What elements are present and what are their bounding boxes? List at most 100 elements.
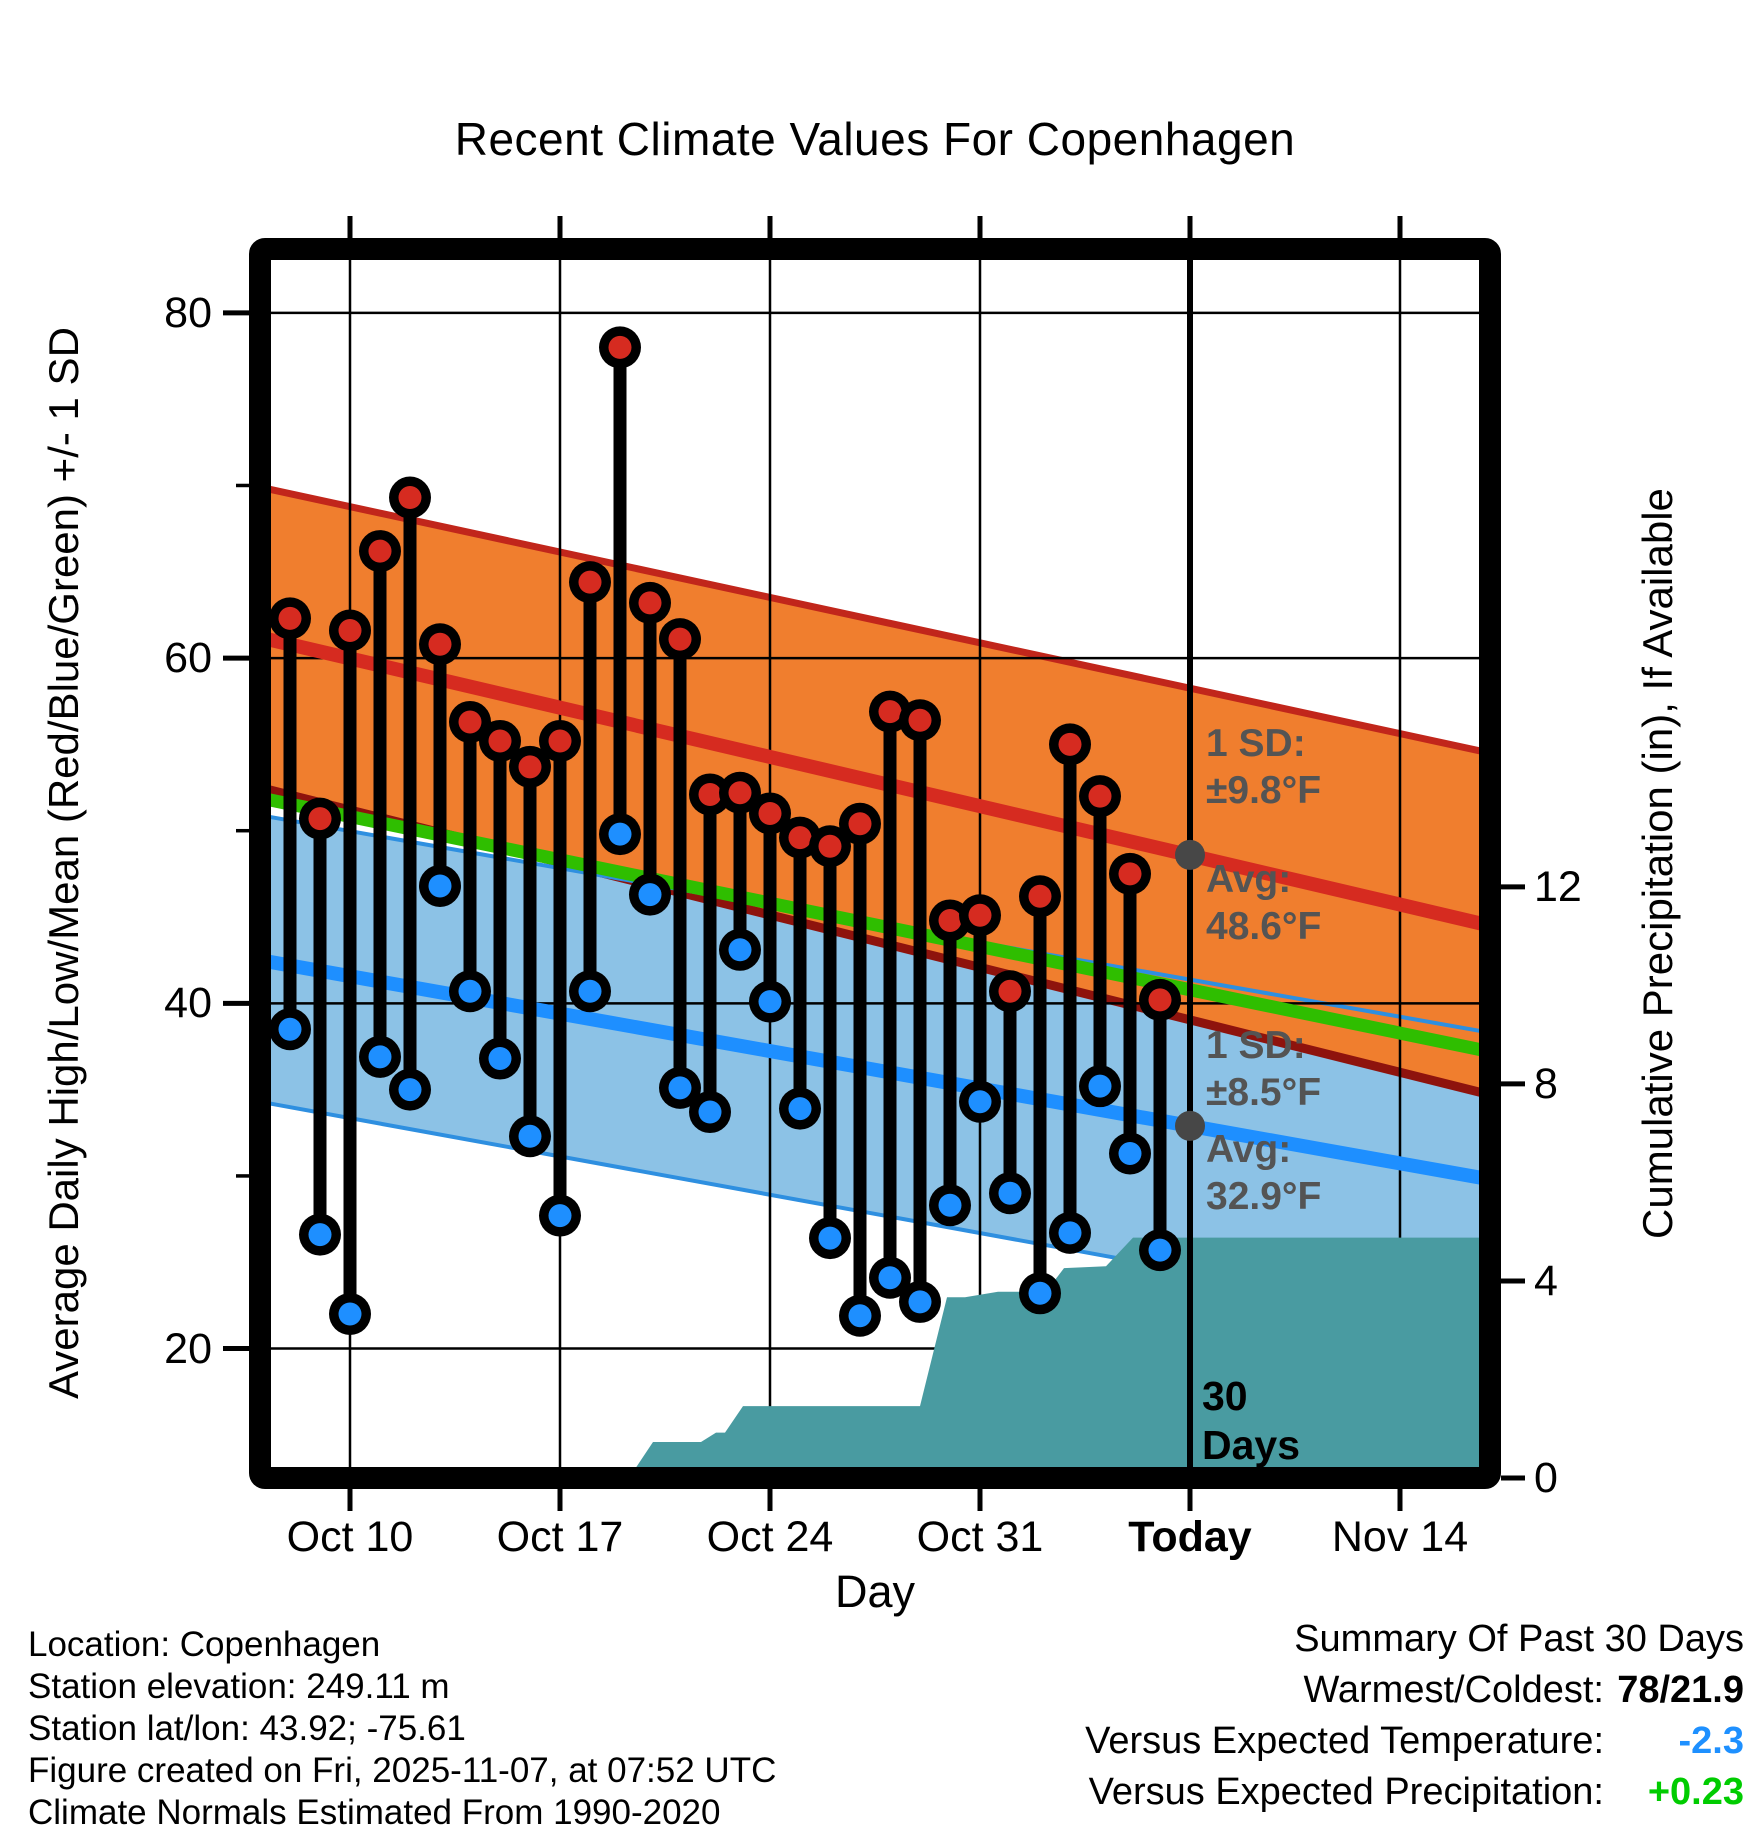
footer-line: Climate Normals Estimated From 1990-2020 <box>28 1793 721 1832</box>
high-dot <box>518 755 542 779</box>
low-dot <box>668 1076 692 1100</box>
high-dot <box>1028 884 1052 908</box>
high-dot <box>848 812 872 836</box>
daily-stem-nov-6 <box>1139 978 1181 1272</box>
summary-row-value: +0.23 <box>1647 1771 1744 1813</box>
low-dot <box>938 1193 962 1217</box>
high-dot <box>308 807 332 831</box>
high-dot <box>878 700 902 724</box>
high-dot <box>1088 784 1112 808</box>
low-dot <box>308 1223 332 1247</box>
high-dot <box>938 908 962 932</box>
daily-stem-oct-10 <box>329 609 371 1336</box>
annotation-low-sd-value: ±8.5°F <box>1206 1071 1322 1114</box>
today-low-avg-marker <box>1175 1110 1205 1141</box>
low-dot <box>578 979 602 1003</box>
annotation-high-sd-value: ±9.8°F <box>1206 769 1322 812</box>
y-left-tick-label: 20 <box>164 1324 212 1373</box>
low-dot <box>1148 1238 1172 1262</box>
summary-row-label: Versus Expected Precipitation: <box>1088 1771 1604 1813</box>
footer-line: Station lat/lon: 43.92; -75.61 <box>28 1709 466 1748</box>
annotation-high-avg-label: Avg: <box>1206 858 1292 901</box>
x-tick-label: Nov 14 <box>1331 1513 1469 1561</box>
daily-stem-oct-15 <box>479 719 521 1080</box>
low-dot <box>398 1078 422 1102</box>
daily-stem-oct-17 <box>539 719 581 1237</box>
summary-row-value: 78/21.9 <box>1617 1669 1744 1711</box>
high-avg-line <box>258 630 1492 933</box>
daily-stem-oct-19 <box>599 326 641 856</box>
low-dot <box>1118 1141 1142 1165</box>
daily-stem-oct-18 <box>569 561 611 1013</box>
y-left-tick-label: 80 <box>164 288 212 337</box>
y-right-tick-label: 12 <box>1534 862 1582 911</box>
cumulative-precip-area <box>629 1237 1490 1478</box>
summary-row-value: -2.3 <box>1678 1720 1744 1762</box>
daily-stem-nov-3 <box>1049 723 1091 1254</box>
annotation-30-days-line2: Days <box>1202 1422 1301 1468</box>
annotation-low-sd-label: 1 SD: <box>1206 1024 1306 1067</box>
low-dot <box>518 1124 542 1148</box>
today-high-avg-marker <box>1175 839 1205 870</box>
high-dot <box>908 708 932 732</box>
high-dot <box>428 632 452 656</box>
annotation-low-avg-value: 32.9°F <box>1206 1175 1322 1218</box>
low-dot <box>428 874 452 898</box>
daily-stem-nov-2 <box>1019 875 1061 1315</box>
summary-row: Warmest/Coldest: 78/21.9 <box>950 1665 1744 1716</box>
daily-stem-oct-29 <box>899 699 941 1323</box>
daily-stem-oct-14 <box>449 700 491 1013</box>
x-tick-label: Oct 17 <box>496 1513 624 1561</box>
high-dot <box>968 903 992 927</box>
high-dot <box>668 627 692 651</box>
annotation-high-sd-label: 1 SD: <box>1206 722 1306 765</box>
annotation-high-sd: 1 SD: ±9.8°F <box>1206 720 1321 814</box>
x-axis-label: Day <box>834 1566 916 1617</box>
daily-stem-oct-8 <box>269 597 311 1051</box>
y-axis-left-label: Average Daily High/Low/Mean (Red/Blue/Gr… <box>40 327 87 1400</box>
low-dot <box>1058 1221 1082 1245</box>
high-dot <box>488 729 512 753</box>
high-dot <box>638 591 662 615</box>
daily-stem-oct-12 <box>389 476 431 1111</box>
y-right-tick-label: 4 <box>1534 1256 1558 1305</box>
daily-stem-nov-1 <box>989 970 1031 1215</box>
annotation-30-days-line1: 30 <box>1202 1373 1248 1419</box>
summary-row-label: Warmest/Coldest: <box>1303 1669 1604 1711</box>
daily-stem-nov-5 <box>1109 852 1151 1175</box>
high-dot <box>1148 988 1172 1012</box>
high-dot <box>578 570 602 594</box>
annotation-high-avg-value: 48.6°F <box>1206 905 1322 948</box>
high-dot <box>1058 732 1082 756</box>
low-dot <box>368 1045 392 1069</box>
chart-title: Recent Climate Values For Copenhagen <box>454 113 1296 165</box>
x-tick-label: Oct 10 <box>286 1513 414 1561</box>
annotation-high-avg: Avg: 48.6°F <box>1206 856 1321 950</box>
annotation-low-avg-label: Avg: <box>1206 1128 1292 1171</box>
y-right-tick-label: 8 <box>1534 1059 1558 1108</box>
y-left-tick-label: 40 <box>164 979 212 1028</box>
x-tick-label: Oct 24 <box>706 1513 834 1561</box>
x-tick-label: Oct 31 <box>916 1513 1044 1561</box>
low-dot <box>968 1090 992 1114</box>
summary-block: Summary Of Past 30 Days Warmest/Coldest:… <box>950 1614 1744 1818</box>
daily-stem-oct-31 <box>959 894 1001 1123</box>
low-dot <box>878 1266 902 1290</box>
daily-stem-oct-27 <box>839 802 881 1337</box>
high-dot <box>758 801 782 825</box>
daily-stem-oct-23 <box>719 771 761 971</box>
high-dot <box>728 781 752 805</box>
y-right-tick-label: 0 <box>1534 1454 1558 1502</box>
low-dot <box>638 883 662 907</box>
station-info: Location: Copenhagen Station elevation: 2… <box>28 1624 776 1834</box>
low-dot <box>728 938 752 962</box>
low-dot <box>278 1017 302 1041</box>
summary-row: Versus Expected Temperature: -2.3 <box>950 1716 1744 1767</box>
daily-stem-nov-4 <box>1079 775 1121 1108</box>
plot-frame <box>249 238 1501 1489</box>
summary-rows: Warmest/Coldest: 78/21.9 Versus Expected T… <box>950 1665 1744 1818</box>
daily-stem-oct-20 <box>629 581 671 916</box>
high-dot <box>278 606 302 630</box>
high-dot <box>998 979 1022 1003</box>
low-dot <box>608 822 632 846</box>
